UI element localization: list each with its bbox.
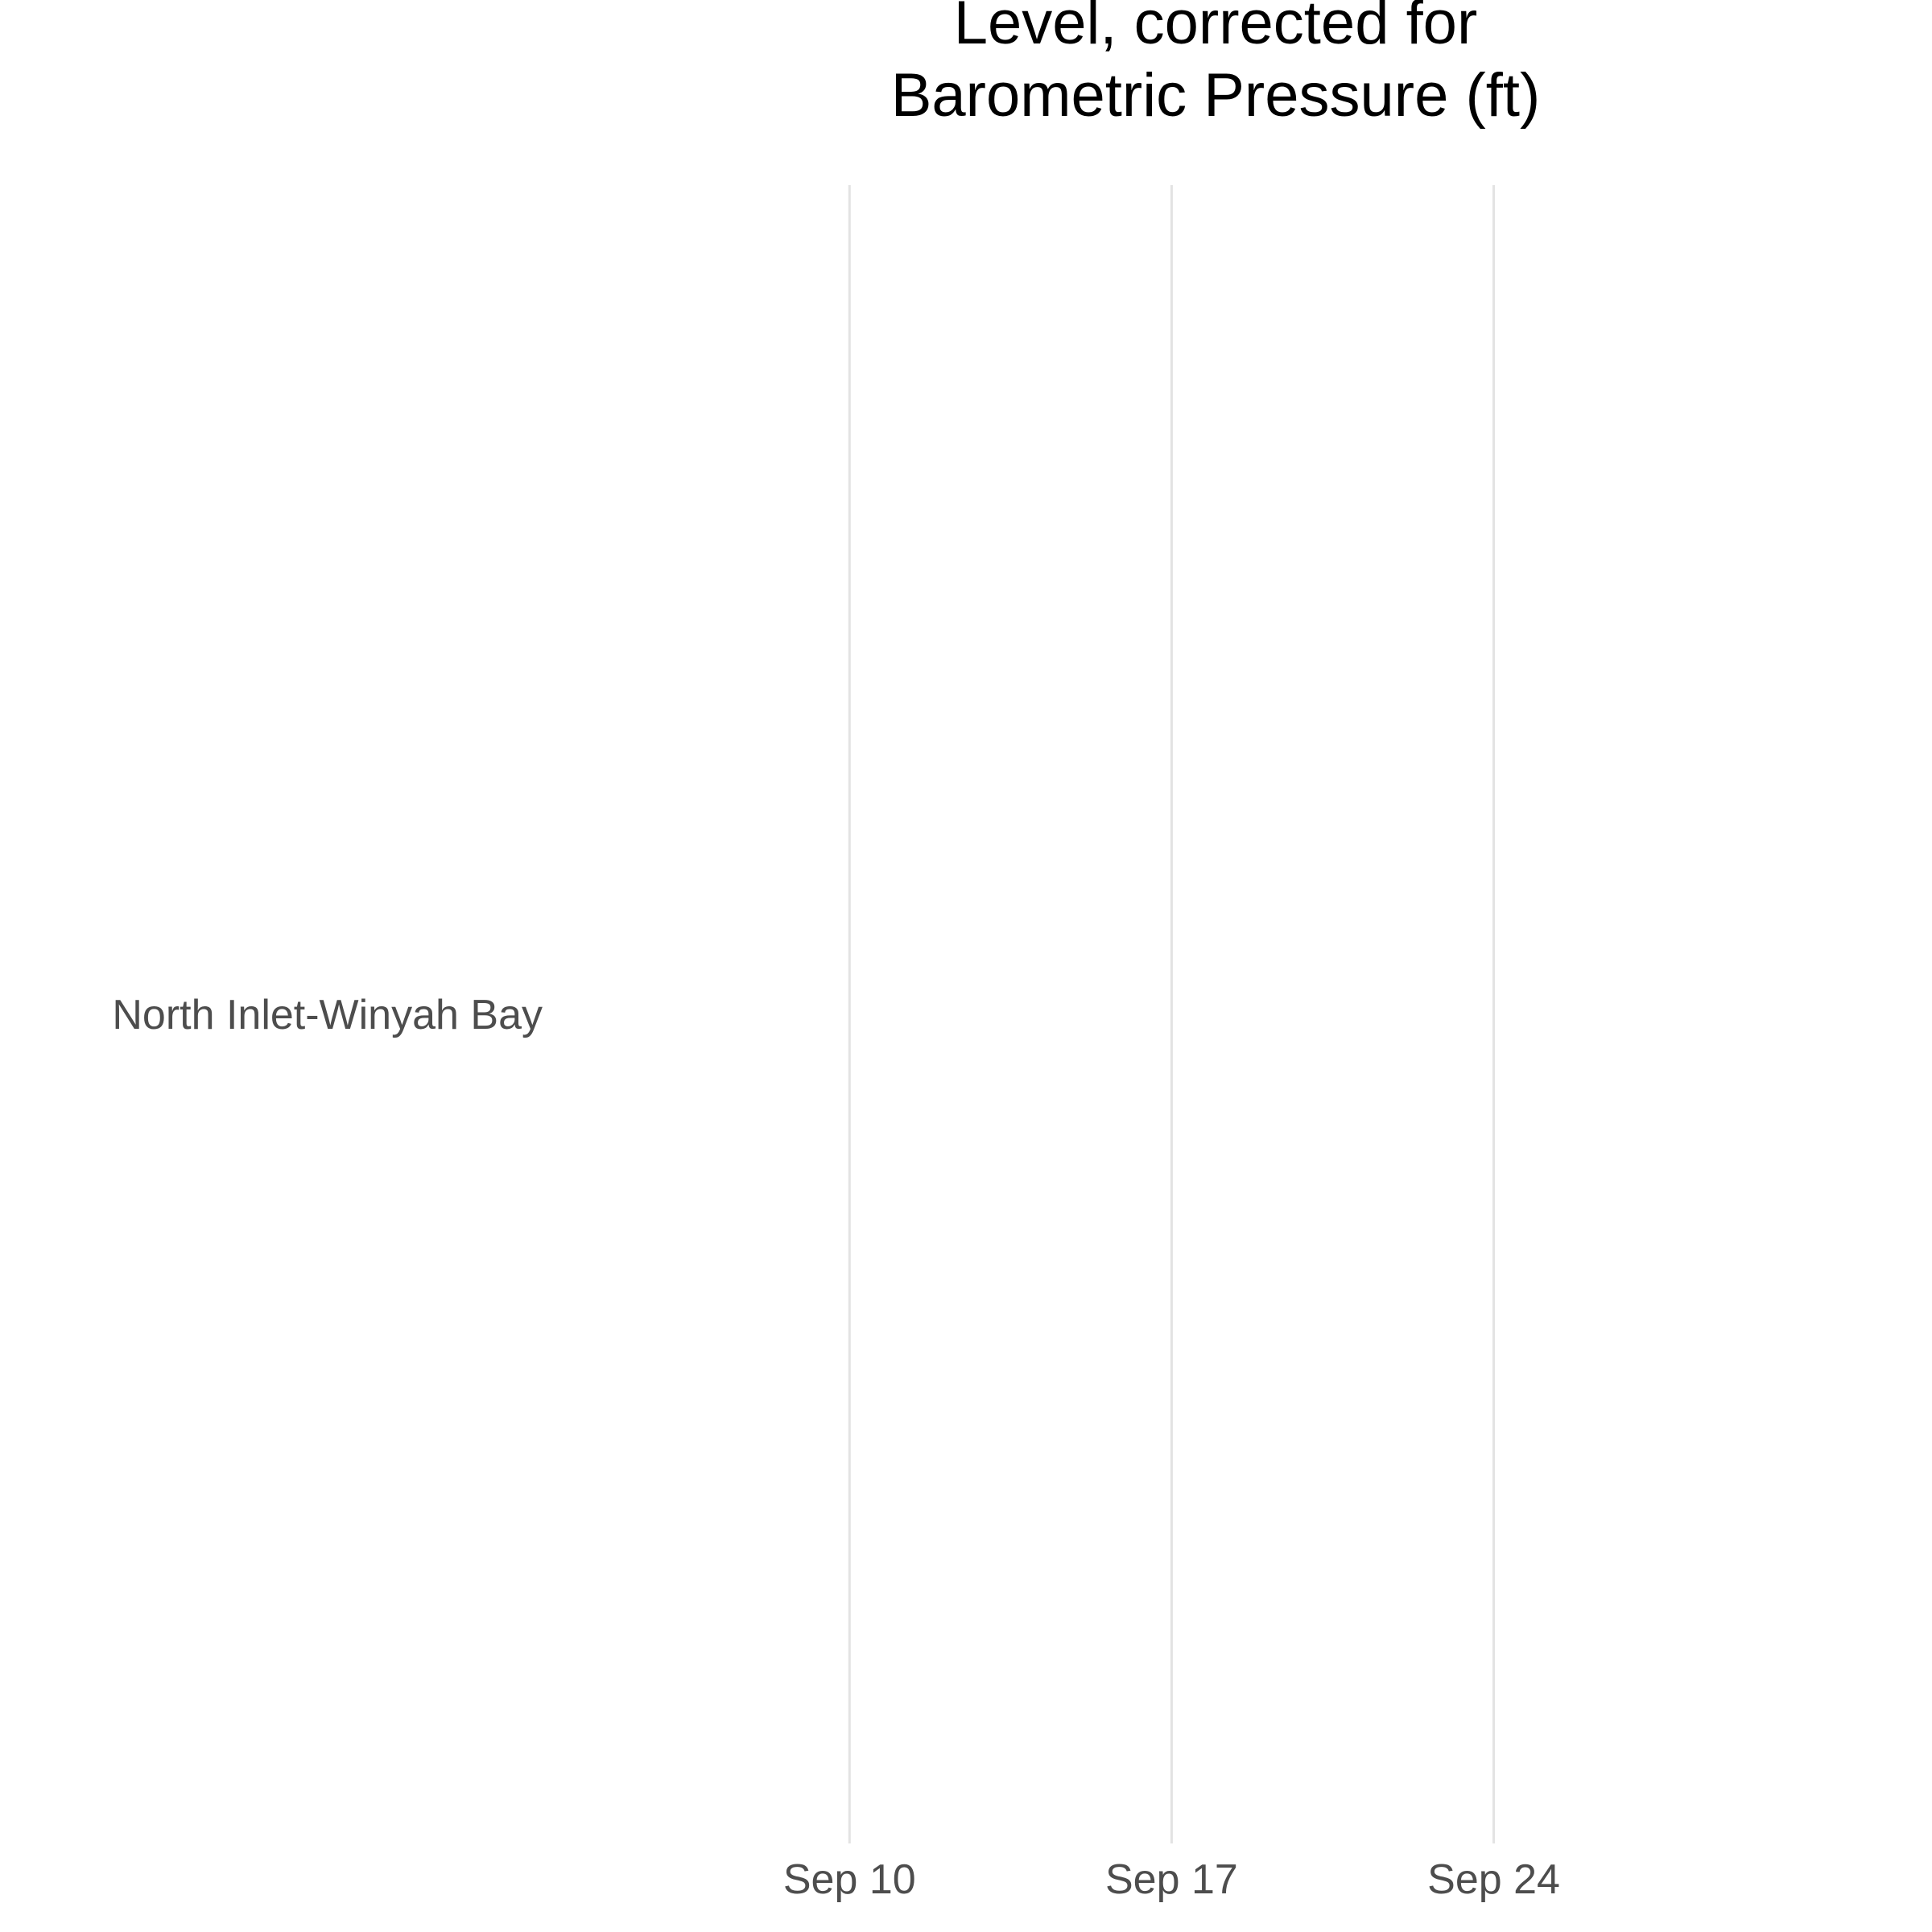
chart-title-line-2: Barometric Pressure (ft)	[890, 61, 1541, 130]
chart-title: Level, corrected for Barometric Pressure…	[813, 0, 1618, 132]
grid-layer	[848, 185, 1496, 1843]
x-tick-label: Sep 10	[783, 1856, 916, 1903]
x-tick-label: Sep 17	[1105, 1856, 1238, 1903]
x-tick-label: Sep 24	[1427, 1856, 1560, 1903]
chart-title-line-1: Level, corrected for	[953, 0, 1478, 57]
x-axis-ticks: Sep 10 Sep 17 Sep 24	[783, 1856, 1560, 1903]
y-axis-ticks: North Inlet-Winyah Bay	[112, 992, 543, 1038]
y-category-label: North Inlet-Winyah Bay	[112, 992, 543, 1038]
